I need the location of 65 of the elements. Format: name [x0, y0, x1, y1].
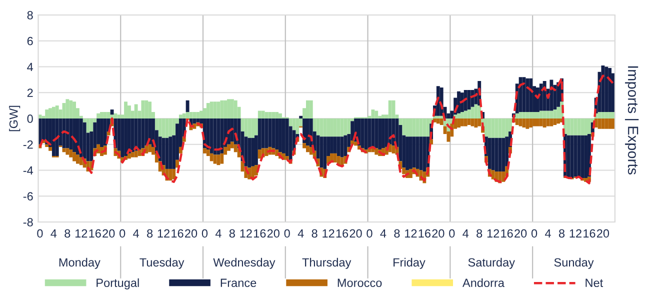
x-tick-label: 20	[185, 229, 198, 238]
y-tick-label: 8	[27, 11, 33, 20]
legend-label: Andorra	[462, 278, 504, 288]
y-tick-label: 2	[27, 88, 33, 97]
x-tick-label: 8	[147, 229, 153, 238]
x-tick-label: 0	[120, 229, 126, 238]
y-tick-label: 0	[27, 114, 33, 123]
y-tick-label: 4	[27, 62, 34, 72]
x-tick-label: 0	[202, 229, 208, 238]
x-tick-label: 0	[37, 229, 43, 238]
y-tick-label: -4	[23, 166, 34, 175]
x-tick-label: 8	[476, 229, 482, 238]
x-tick-label: 20	[267, 229, 280, 238]
x-tick-label: 8	[64, 229, 70, 238]
x-tick-label: 16	[172, 229, 184, 238]
x-tick-label: 4	[50, 229, 57, 238]
x-tick-label: 16	[89, 229, 101, 238]
y-axis-title: [GW]	[9, 106, 20, 132]
text: Tuesday	[140, 258, 184, 269]
x-tick-label: 12	[405, 229, 417, 238]
text: Wednesday	[213, 258, 276, 269]
x-tick-label: 4	[380, 229, 386, 238]
x-tick-label: 20	[102, 229, 115, 238]
x-tick-label: 4	[298, 229, 304, 238]
x-tick-label: 4	[215, 229, 222, 238]
x-tick-label: 16	[254, 229, 266, 238]
x-tick-label: 12	[75, 229, 88, 238]
y2-axis-title: Imports | Exports	[624, 66, 639, 174]
x-tick-label: 4	[462, 229, 469, 238]
y-tick-label: 6	[27, 36, 33, 46]
text: Sunday	[554, 258, 594, 269]
x-tick-label: 4	[133, 229, 140, 238]
x-tick-label: 20	[432, 229, 444, 238]
x-tick-label: 12	[322, 229, 334, 238]
text: Thursday	[302, 258, 352, 269]
x-tick-label: 8	[229, 229, 235, 238]
y-tick-label: -6	[23, 192, 33, 201]
x-tick-label: 0	[284, 229, 290, 238]
x-tick-label: 12	[487, 229, 500, 238]
x-tick-label: 20	[596, 229, 610, 238]
legend-label: France	[220, 278, 256, 288]
x-tick-label: 16	[501, 229, 513, 238]
x-tick-label: 8	[558, 229, 565, 238]
x-tick-label: 8	[394, 229, 400, 238]
x-tick-label: 16	[418, 229, 430, 238]
x-tick-label: 0	[531, 229, 538, 238]
x-tick-label: 4	[545, 229, 551, 238]
x-tick-label: 16	[584, 229, 596, 238]
x-tick-label: 12	[240, 229, 252, 238]
y-tick-label: -2	[23, 140, 33, 149]
y-tick-label: -8	[23, 218, 33, 226]
text: Saturday	[468, 258, 515, 269]
x-tick-label: 16	[336, 229, 348, 238]
legend-label: Portugal	[96, 278, 139, 290]
legend-label: Net	[586, 278, 604, 288]
text: Monday	[59, 258, 100, 269]
x-tick-label: 20	[514, 229, 527, 238]
x-tick-label: 20	[350, 229, 362, 238]
x-tick-label: 8	[312, 229, 318, 238]
x-tick-label: 12	[158, 229, 170, 238]
x-tick-label: 12	[570, 229, 582, 238]
x-tick-label: 0	[366, 229, 372, 238]
text: Friday	[394, 258, 426, 269]
x-tick-label: 0	[449, 229, 455, 238]
legend-label: Morocco	[338, 278, 382, 288]
